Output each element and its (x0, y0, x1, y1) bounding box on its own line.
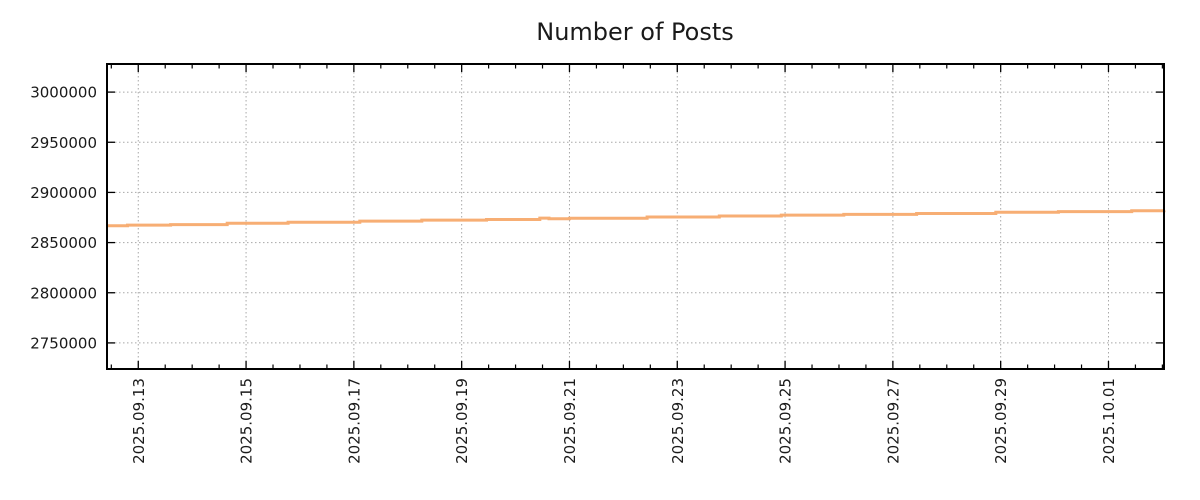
x-tick-label: 2025.09.23 (669, 378, 687, 464)
data-series-line (107, 209, 1166, 228)
y-tick-label: 2800000 (30, 284, 97, 302)
tick-layer (107, 64, 1164, 369)
y-tick-label: 2950000 (30, 134, 97, 152)
chart-title: Number of Posts (536, 18, 734, 46)
label-layer: 2025.09.13 2025.09.15 2025.09.17 2025.09.19… (30, 84, 1118, 464)
x-tick-label: 2025.09.25 (777, 378, 795, 464)
x-tick-label: 2025.10.01 (1100, 378, 1118, 464)
x-tick-label: 2025.09.13 (130, 378, 148, 464)
grid-layer (107, 64, 1164, 369)
plot-frame (106, 63, 1165, 370)
x-tick-label: 2025.09.21 (561, 378, 579, 464)
y-tick-label: 2900000 (30, 184, 97, 202)
x-tick-label: 2025.09.27 (884, 378, 902, 464)
frame-layer (106, 63, 1165, 370)
x-tick-label: 2025.09.19 (453, 378, 471, 464)
x-tick-label: 2025.09.29 (992, 378, 1010, 464)
y-tick-label: 2850000 (30, 234, 97, 252)
y-tick-label: 3000000 (30, 84, 97, 102)
series-layer (107, 209, 1166, 228)
y-tick-label: 2750000 (30, 334, 97, 352)
x-tick-label: 2025.09.17 (345, 378, 363, 464)
x-tick-label: 2025.09.15 (238, 378, 256, 464)
